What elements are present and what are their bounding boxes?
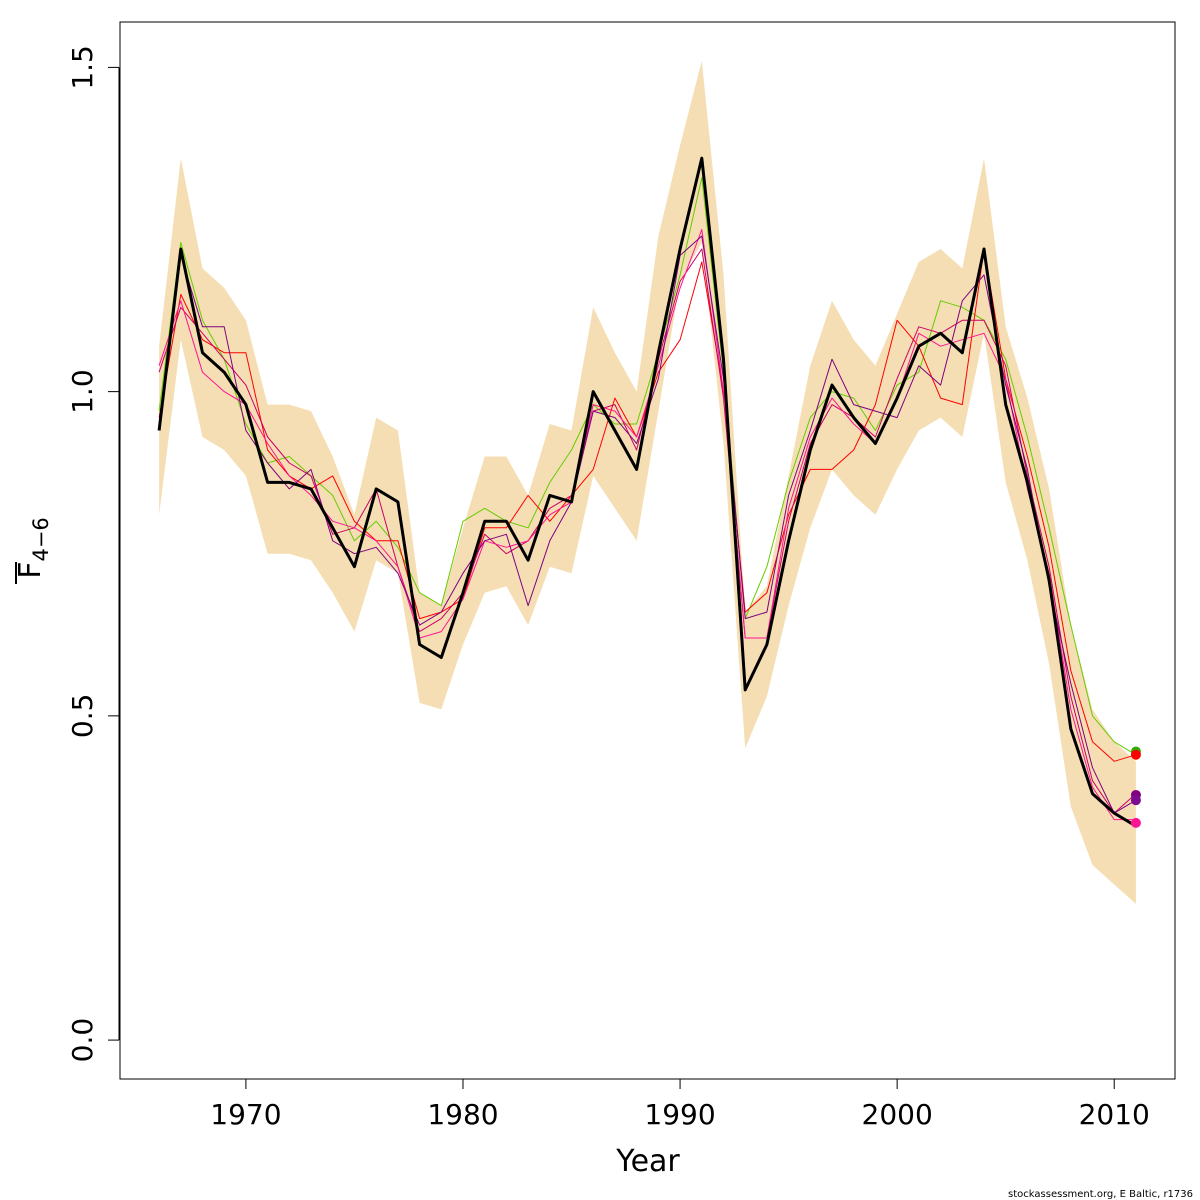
y-axis-title: F4−6 — [13, 517, 53, 584]
x-tick-label-1970: 1970 — [210, 1098, 281, 1131]
y-axis-title-main: F — [13, 562, 48, 579]
y-tick-label-0: 0.0 — [66, 1018, 99, 1063]
svg-text:F4−6: F4−6 — [13, 517, 53, 579]
x-tick-label-1990: 1990 — [644, 1098, 715, 1131]
confidence-band-layer — [159, 60, 1136, 904]
end-point-3 — [1130, 795, 1141, 806]
series-line-estimate — [157, 156, 1137, 828]
series-line-retro-1 — [158, 177, 1137, 756]
y-tick-label-2: 1.0 — [66, 369, 99, 414]
x-axis: 1970 1980 1990 2000 2010 — [210, 1079, 1150, 1131]
end-point-1 — [1130, 749, 1141, 760]
x-tick-label-1980: 1980 — [427, 1098, 498, 1131]
x-tick-label-2000: 2000 — [862, 1098, 933, 1131]
x-axis-title: Year — [615, 1144, 680, 1179]
series-lines-layer — [157, 156, 1137, 828]
plot-frame — [119, 21, 1176, 1080]
end-points-layer — [1130, 746, 1141, 828]
y-axis-title-sub: 4−6 — [29, 517, 53, 561]
y-axis: 0.0 0.5 1.0 1.5 — [66, 45, 120, 1063]
credit-text: stockassessment.org, E Baltic, r1736 — [1008, 1189, 1193, 1200]
confidence-band — [159, 60, 1136, 904]
end-point-4 — [1130, 817, 1141, 828]
y-tick-label-1: 0.5 — [66, 694, 99, 739]
y-tick-label-3: 1.5 — [66, 45, 99, 90]
x-tick-label-2010: 2010 — [1079, 1098, 1150, 1131]
